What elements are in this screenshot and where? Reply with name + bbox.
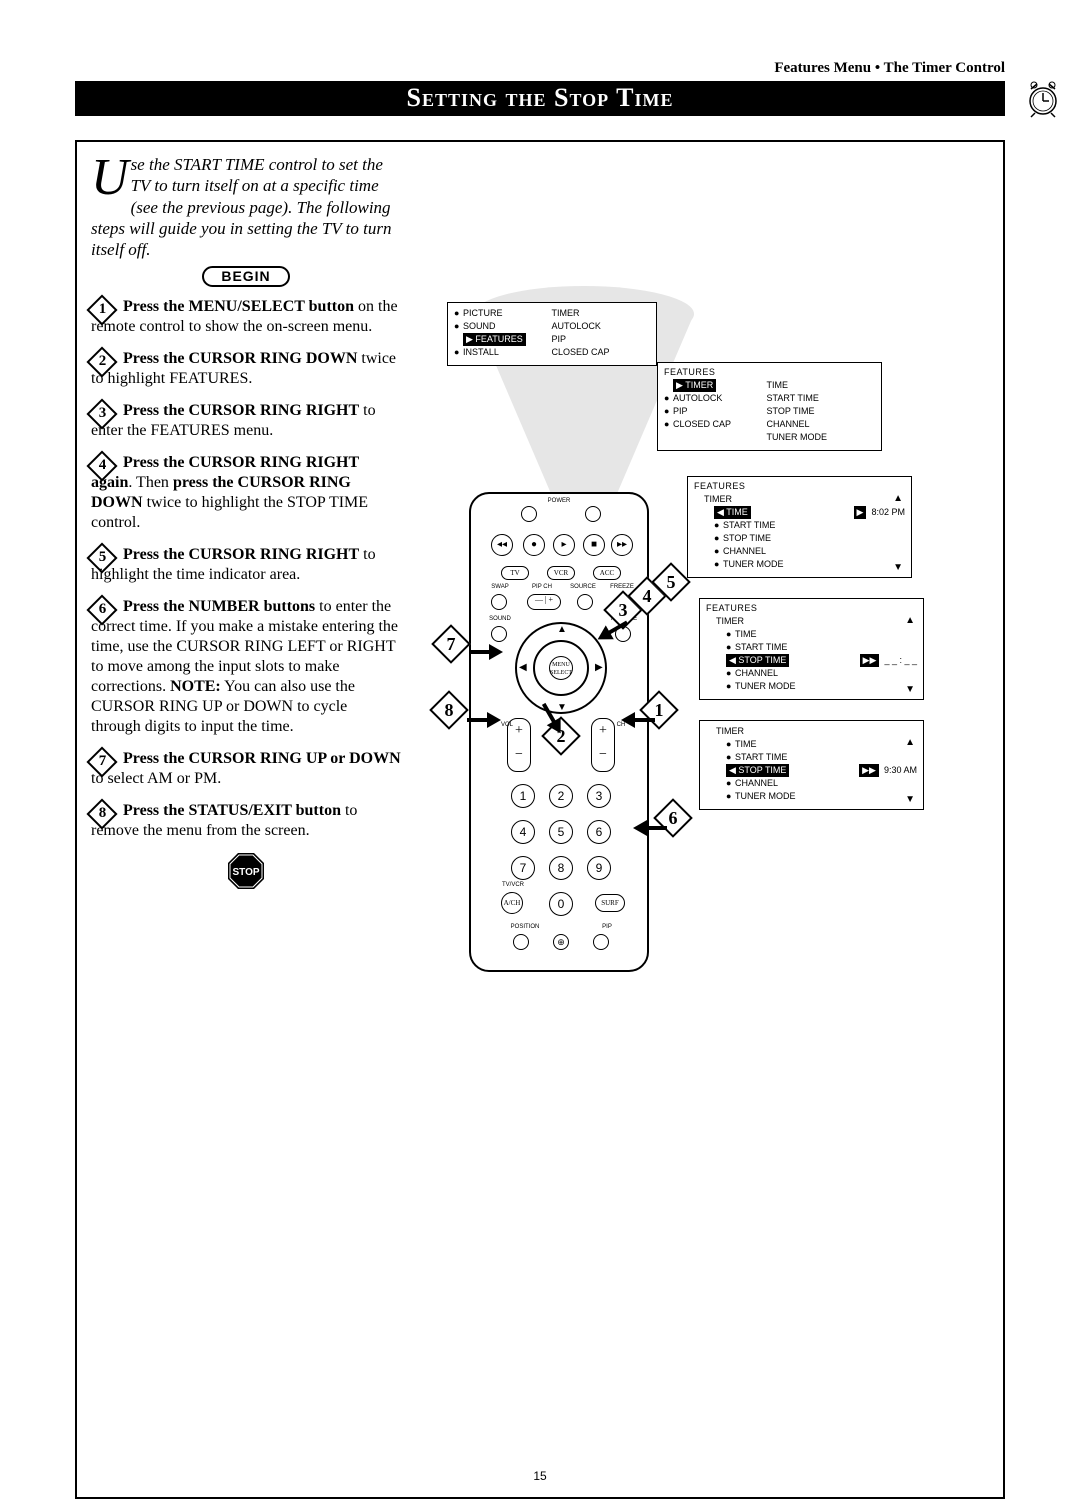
pip-button[interactable] (593, 934, 609, 950)
swap-label: SWAP (487, 584, 513, 590)
power-button[interactable] (585, 506, 601, 522)
page-number: 15 (77, 1469, 1003, 1483)
svg-text:STOP: STOP (232, 867, 259, 878)
tvvcr-label: TV/VCR (499, 882, 527, 888)
intro-paragraph: Use the START TIME control to set the TV… (91, 154, 401, 260)
number-1-button[interactable]: 1 (511, 784, 535, 808)
step-diamond-icon: 8 (86, 799, 117, 830)
number-4-button[interactable]: 4 (511, 820, 535, 844)
step-8: 8 Press the STATUS/EXIT button to remove… (91, 799, 401, 841)
breadcrumb: Features Menu • The Timer Control (75, 60, 1005, 77)
vcr-mode-button[interactable]: VCR (547, 566, 575, 580)
step-diamond-icon: 6 (86, 595, 117, 626)
pointing-hand-icon (629, 808, 669, 838)
standby-button[interactable] (521, 506, 537, 522)
pointing-hand-icon (465, 700, 505, 730)
power-label: POWER (471, 498, 647, 504)
step-diamond-icon: 2 (86, 347, 117, 378)
pointing-hand-icon (467, 632, 507, 662)
step-3: 3 Press the CURSOR RING RIGHT to enter t… (91, 399, 401, 441)
step-diamond-icon: 5 (86, 543, 117, 574)
step-5: 5 Press the CURSOR RING RIGHT to highlig… (91, 543, 401, 585)
alarm-clock-icon (1023, 79, 1063, 119)
pointing-hand-icon (617, 700, 657, 730)
swap-button[interactable] (491, 594, 507, 610)
number-2-button[interactable]: 2 (549, 784, 573, 808)
step-diamond-icon: 3 (86, 399, 117, 430)
menu-select-button[interactable]: MENU SELECT (549, 656, 573, 680)
dropcap: U (91, 156, 129, 200)
number-7-button[interactable]: 7 (511, 856, 535, 880)
ffwd-button[interactable]: ▸▸ (611, 534, 633, 556)
record-button[interactable]: ● (523, 534, 545, 556)
number-6-button[interactable]: 6 (587, 820, 611, 844)
source-label: SOURCE (567, 584, 599, 590)
osd-menu-timer-stoptime-blank: FEATURES TIMER ▲●TIME●START TIME◀ STOP T… (699, 598, 924, 700)
step-6: 6 Press the NUMBER buttons to enter the … (91, 595, 401, 737)
number-5-button[interactable]: 5 (549, 820, 573, 844)
number-8-button[interactable]: 8 (549, 856, 573, 880)
number-9-button[interactable]: 9 (587, 856, 611, 880)
callout-5: 5 (655, 566, 687, 598)
stop-icon: STOP (226, 851, 266, 891)
step-diamond-icon: 7 (86, 747, 117, 778)
pipch-label: PIP CH (527, 584, 557, 590)
step-7: 7 Press the CURSOR RING UP or DOWN to se… (91, 747, 401, 789)
pipch-button[interactable]: — | + (527, 594, 561, 610)
play-button[interactable]: ▸ (553, 534, 575, 556)
tv-mode-button[interactable]: TV (501, 566, 529, 580)
aich-button[interactable]: A/CH (501, 892, 523, 914)
number-0-button[interactable]: 0 (549, 892, 573, 916)
page-title: Setting the Stop Time (406, 83, 673, 112)
source-button[interactable] (577, 594, 593, 610)
page-title-bar: Setting the Stop Time (75, 81, 1005, 116)
step-2: 2 Press the CURSOR RING DOWN twice to hi… (91, 347, 401, 389)
pip-label: PIP (597, 924, 617, 930)
acc-mode-button[interactable]: ACC (593, 566, 621, 580)
callout-7: 7 (435, 628, 467, 660)
rewind-button[interactable]: ◂◂ (491, 534, 513, 556)
begin-badge: BEGIN (202, 266, 290, 287)
sound-label: SOUND (485, 616, 515, 622)
callout-8: 8 (433, 694, 465, 726)
position-button[interactable] (513, 934, 529, 950)
osd-menu-main: ●PICTURE●SOUND▶ FEATURES●INSTALL TIMERAU… (447, 302, 657, 366)
stop-button[interactable]: ■ (583, 534, 605, 556)
osd-menu-features: FEATURES ▶ TIMER●AUTOLOCK●PIP●CLOSED CAP… (657, 362, 882, 451)
surf-button[interactable]: SURF (595, 894, 625, 912)
remote-figure: ●PICTURE●SOUND▶ FEATURES●INSTALL TIMERAU… (439, 322, 1009, 1002)
number-3-button[interactable]: 3 (587, 784, 611, 808)
step-4: 4 Press the CURSOR RING RIGHT again. The… (91, 451, 401, 533)
position-label: POSITION (505, 924, 545, 930)
step-diamond-icon: 1 (86, 295, 117, 326)
channel-rocker[interactable]: + − (591, 718, 615, 772)
content-frame: Use the START TIME control to set the TV… (75, 140, 1005, 1499)
osd-menu-timer-stoptime-set: TIMER ▲●TIME●START TIME◀ STOP TIME▶▶ 9:3… (699, 720, 924, 810)
pip-center-button[interactable]: ⊕ (553, 934, 569, 950)
osd-menu-timer-time: FEATURES TIMER ▲◀ TIME▶ 8:02 PM●START TI… (687, 476, 912, 578)
step-1: 1 Press the MENU/SELECT button on the re… (91, 295, 401, 337)
